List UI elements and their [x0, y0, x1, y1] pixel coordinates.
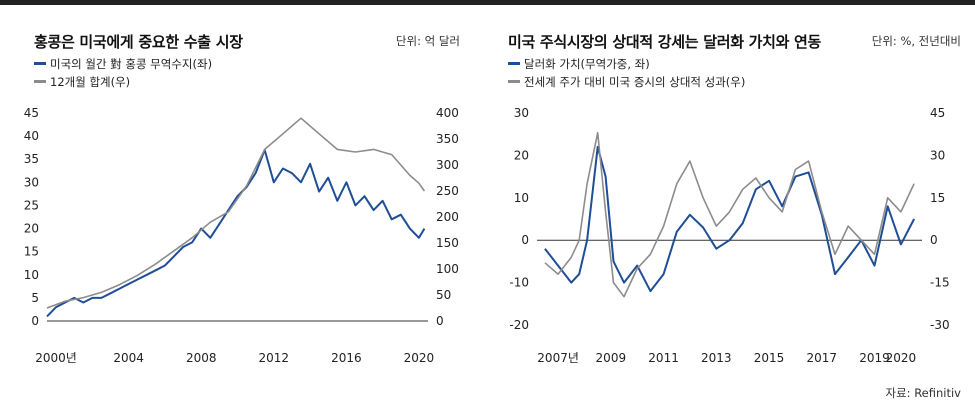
legend-item-us-equity: 전세계 주가 대비 미국 증시의 상대적 성과(우): [508, 74, 745, 90]
y-left-tick-label: 45: [24, 106, 39, 120]
x-tick-label: 2000년: [35, 351, 77, 365]
y-right-tick-label: 300: [436, 158, 459, 172]
legend-item-trade-balance: 미국의 월간 對 홍콩 무역수지(좌): [34, 56, 212, 72]
series-line: [544, 132, 915, 298]
legend-label: 달러화 가치(무역가중, 좌): [524, 57, 650, 71]
legend-label: 전세계 주가 대비 미국 증시의 상대적 성과(우): [524, 75, 746, 89]
chart-svg-trade-balance: 0 5 10 15 20 25 30 35 40 45 0 50 100 150 200 250 300 350 4…: [24, 106, 459, 365]
y-left-tick-label: 15: [24, 245, 39, 259]
y-right-tick-label: 400: [436, 106, 459, 120]
y-right-tick-label: 100: [436, 262, 459, 276]
x-tick-label: 2007년: [537, 351, 579, 365]
x-tick-label: 2019: [859, 351, 890, 365]
legend-item-dollar: 달러화 가치(무역가중, 좌): [508, 56, 650, 72]
chart-title: 홍콩은 미국에게 중요한 수출 시장: [34, 33, 243, 51]
legend-label: 미국의 월간 對 홍콩 무역수지(좌): [50, 57, 213, 71]
legend-swatch-gray: [508, 80, 520, 83]
y-right-tick-label: 30: [930, 148, 945, 162]
y-left-tick-label: -10: [509, 276, 529, 290]
legend-label: 12개월 합계(우): [50, 75, 131, 89]
y-right-tick-label: 50: [436, 288, 451, 302]
x-tick-label: 2008: [186, 351, 217, 365]
top-rule: [0, 0, 975, 5]
x-tick-label: 2004: [113, 351, 144, 365]
legend-item-12m-sum: 12개월 합계(우): [34, 74, 130, 90]
y-left-tick-label: 20: [24, 222, 39, 236]
y-right-tick-label: 0: [930, 233, 938, 247]
unit-label: 단위: %, 전년대비: [871, 34, 961, 48]
x-tick-label: 2020: [886, 351, 917, 365]
y-right-tick-label: 200: [436, 210, 459, 224]
y-left-tick-label: 30: [514, 106, 529, 120]
chart-panel-trade-balance: 홍콩은 미국에게 중요한 수출 시장 단위: 억 달러 미국의 월간 對 홍콩 …: [0, 5, 478, 409]
x-tick-label: 2017: [807, 351, 838, 365]
y-left-tick-label: 0: [521, 233, 529, 247]
y-right-tick-label: -15: [930, 276, 950, 290]
y-right-tick-label: 350: [436, 132, 459, 146]
y-left-tick-label: 10: [24, 268, 39, 282]
x-tick-label: 2015: [754, 351, 785, 365]
x-tick-label: 2009: [596, 351, 627, 365]
series-line: [46, 149, 426, 318]
source-note: 자료: Refinitiv: [885, 386, 961, 400]
y-left-tick-label: 0: [31, 314, 39, 328]
y-left-tick-label: 5: [31, 291, 39, 305]
y-right-tick-label: -30: [930, 318, 950, 332]
y-left-tick-label: -20: [509, 318, 529, 332]
y-left-tick-label: 40: [24, 129, 39, 143]
x-tick-label: 2013: [701, 351, 732, 365]
y-right-tick-label: 45: [930, 106, 945, 120]
y-left-tick-label: 25: [24, 198, 39, 212]
chart-panel-dollar-equity: 미국 주식시장의 상대적 강세는 달러화 가치와 연동 단위: %, 전년대비 …: [490, 5, 975, 409]
x-tick-label: 2011: [648, 351, 679, 365]
y-right-tick-label: 15: [930, 191, 945, 205]
x-tick-label: 2012: [259, 351, 290, 365]
legend-swatch-gray: [34, 80, 46, 83]
legend-swatch-blue: [508, 62, 520, 65]
y-left-tick-label: 10: [514, 191, 529, 205]
x-tick-label: 2016: [331, 351, 362, 365]
series-line: [544, 145, 915, 293]
chart-svg-dollar-equity: -20 -10 0 10 20 30 -30 -15 0 15 30 45 2007년 2009 2011 2…: [509, 106, 950, 365]
legend-swatch-blue: [34, 62, 46, 65]
y-left-tick-label: 35: [24, 152, 39, 166]
y-left-tick-label: 30: [24, 175, 39, 189]
chart-title: 미국 주식시장의 상대적 강세는 달러화 가치와 연동: [508, 33, 822, 51]
y-right-tick-label: 150: [436, 236, 459, 250]
series-line: [46, 117, 426, 309]
y-right-tick-label: 0: [436, 314, 444, 328]
y-right-tick-label: 250: [436, 184, 459, 198]
x-tick-label: 2020: [404, 351, 435, 365]
y-left-tick-label: 20: [514, 148, 529, 162]
unit-label: 단위: 억 달러: [395, 34, 460, 48]
